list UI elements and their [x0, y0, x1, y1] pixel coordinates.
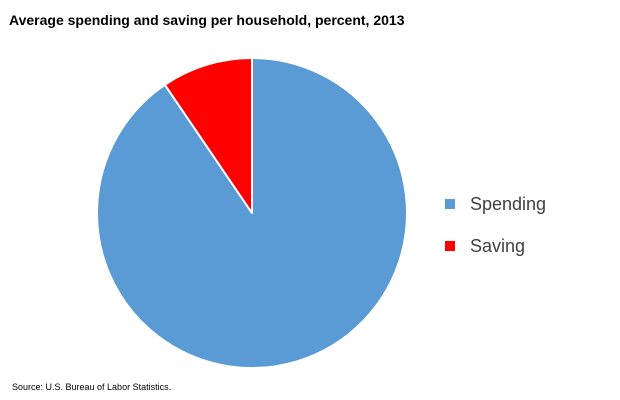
chart-legend: Spending Saving — [445, 193, 546, 277]
chart-source: Source: U.S. Bureau of Labor Statistics. — [12, 382, 172, 392]
legend-item-saving: Saving — [445, 235, 546, 257]
legend-label-spending: Spending — [470, 193, 547, 214]
chart-title: Average spending and saving per househol… — [9, 12, 405, 28]
pie-slice-saving — [163, 57, 253, 214]
legend-swatch-saving — [445, 241, 455, 251]
legend-item-spending: Spending — [445, 193, 546, 215]
legend-label-saving: Saving — [470, 235, 526, 256]
legend-swatch-spending — [445, 199, 455, 209]
